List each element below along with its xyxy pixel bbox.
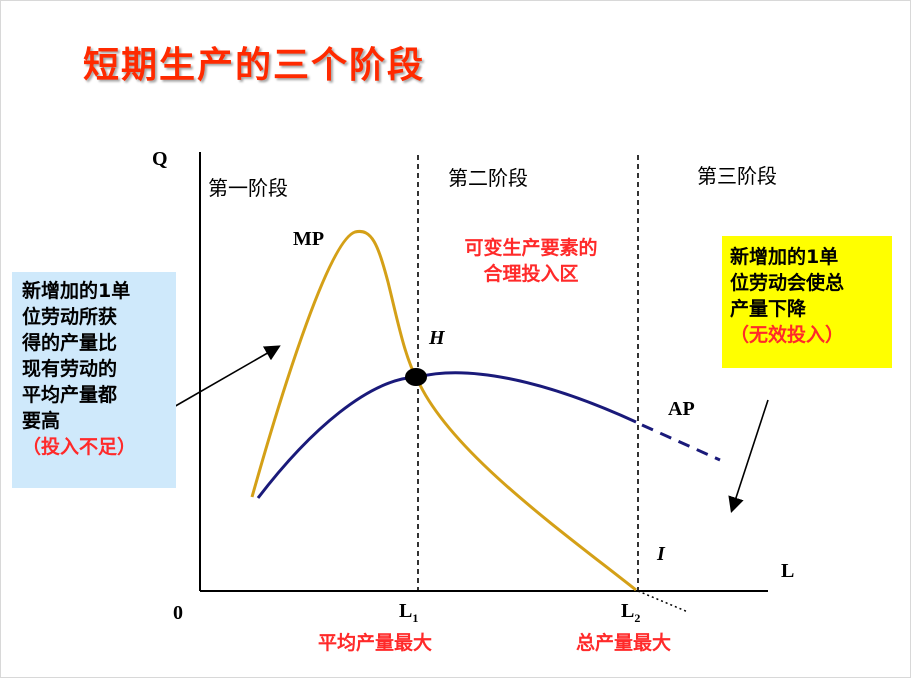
left-box-line: 位劳动所获 bbox=[22, 306, 118, 328]
origin-label: 0 bbox=[173, 602, 183, 624]
l2-caption: 总产量最大 bbox=[576, 632, 672, 654]
stage-2-label: 第二阶段 bbox=[448, 166, 528, 190]
ap-curve-extension bbox=[641, 423, 721, 462]
stage-1-label: 第一阶段 bbox=[208, 176, 288, 200]
x-axis-label: L bbox=[781, 560, 795, 582]
right-box-arrow bbox=[728, 399, 769, 514]
h-point-marker bbox=[405, 368, 427, 386]
right-box-line: 位劳动会使总 bbox=[730, 272, 845, 294]
h-point-label: H bbox=[429, 327, 445, 349]
l1-tick-label: L1 bbox=[399, 600, 419, 625]
left-box-line: 得的产量比 bbox=[22, 332, 118, 354]
ineffective-input-box: 新增加的1单 位劳动会使总 产量下降 （无效投入） bbox=[722, 236, 892, 368]
left-box-line: 要高 bbox=[22, 410, 61, 432]
left-box-line: 现有劳动的 bbox=[22, 358, 118, 380]
right-box-line: 新增加的1单 bbox=[730, 246, 839, 268]
i-point-label: I bbox=[657, 543, 665, 565]
ap-curve bbox=[256, 371, 637, 499]
insufficient-input-box: 新增加的1单 位劳动所获 得的产量比 现有劳动的 平均产量都 要高 （投入不足） bbox=[12, 272, 176, 488]
ap-label: AP bbox=[668, 398, 695, 420]
right-box-paren: （无效投入） bbox=[730, 324, 845, 346]
mp-curve bbox=[250, 229, 637, 592]
left-box-arrow bbox=[171, 345, 281, 409]
stage-3-label: 第三阶段 bbox=[697, 164, 777, 188]
left-box-paren: （投入不足） bbox=[22, 436, 137, 458]
page-title: 短期生产的三个阶段 bbox=[83, 45, 426, 86]
right-box-line: 产量下降 bbox=[730, 298, 807, 320]
mp-label: MP bbox=[293, 228, 325, 250]
left-box-line: 新增加的1单 bbox=[22, 280, 131, 302]
tp-decline-dots bbox=[637, 590, 689, 613]
l2-tick-label: L2 bbox=[621, 600, 641, 625]
y-axis-label: Q bbox=[152, 148, 168, 170]
left-box-line: 平均产量都 bbox=[22, 384, 118, 406]
rational-input-note: 可变生产要素的 合理投入区 bbox=[464, 237, 598, 285]
l1-caption: 平均产量最大 bbox=[318, 632, 433, 654]
